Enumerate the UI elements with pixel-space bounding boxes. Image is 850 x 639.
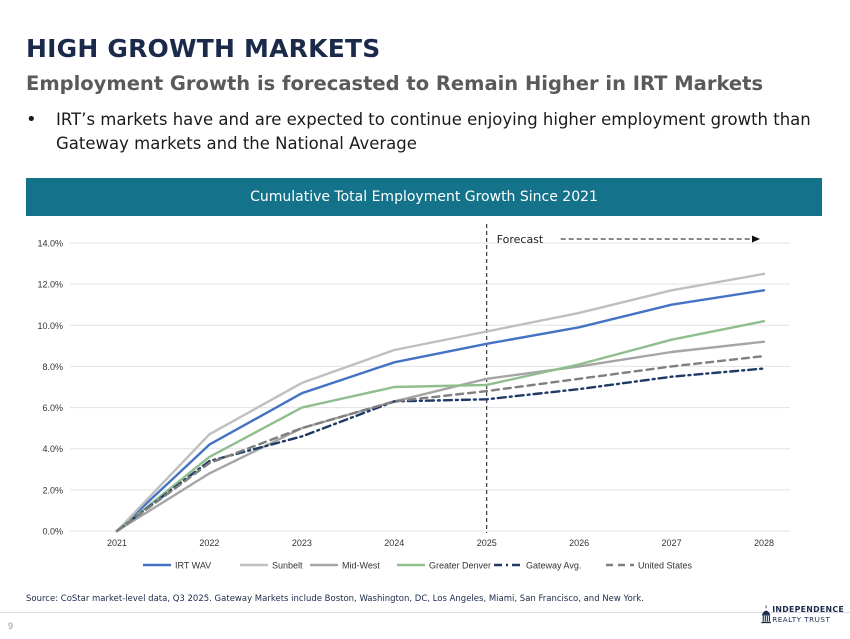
bullet-point: • IRT’s markets have and are expected to…	[26, 108, 816, 156]
y-tick-label: 2.0%	[42, 485, 63, 495]
bullet-text: IRT’s markets have and are expected to c…	[56, 110, 811, 153]
company-logo: INDEPENDENCE REALTY TRUST	[760, 598, 844, 632]
bullet-icon: •	[26, 109, 37, 130]
page-subtitle: Employment Growth is forecasted to Remai…	[26, 72, 764, 95]
forecast-arrowhead-icon	[752, 235, 760, 243]
series-line-united-states	[115, 354, 766, 533]
logo-line-1: INDEPENDENCE	[772, 605, 844, 614]
page-title: HIGH GROWTH MARKETS	[26, 34, 381, 63]
legend-label: IRT WAV	[175, 561, 211, 571]
x-tick-label: 2026	[569, 538, 589, 548]
legend-label: Sunbelt	[272, 561, 303, 571]
legend-label: United States	[638, 561, 693, 571]
y-tick-label: 12.0%	[37, 280, 63, 290]
y-tick-label: 4.0%	[42, 444, 63, 454]
y-tick-label: 10.0%	[37, 321, 63, 331]
x-tick-label: 2024	[384, 538, 404, 548]
x-tick-label: 2028	[754, 538, 774, 548]
footer-divider	[0, 612, 850, 613]
series-line-gateway-avg	[115, 367, 766, 533]
legend-label: Greater Denver	[429, 561, 491, 571]
series-line-greater-denver	[115, 319, 766, 533]
series-line-sunbelt	[115, 272, 766, 533]
y-tick-label: 14.0%	[37, 239, 63, 249]
series-line-irt-wav	[115, 289, 766, 533]
series-line-mid-west	[115, 340, 766, 533]
x-tick-label: 2027	[662, 538, 682, 548]
chart-title-banner: Cumulative Total Employment Growth Since…	[26, 178, 822, 216]
logo-line-2: REALTY TRUST	[772, 615, 831, 624]
x-tick-label: 2023	[292, 538, 312, 548]
line-chart: 0.0% 2.0% 4.0% 6.0% 8.0% 10.0% 12.0% 14.0% 2021 2…	[37, 224, 790, 571]
y-tick-label: 6.0%	[42, 403, 63, 413]
source-note: Source: CoStar market-level data, Q3 202…	[26, 594, 644, 604]
x-tick-label: 2022	[199, 538, 219, 548]
x-tick-label: 2025	[477, 538, 497, 548]
legend-label: Gateway Avg.	[526, 561, 581, 571]
page-number: 9	[8, 621, 14, 631]
x-tick-label: 2021	[107, 538, 127, 548]
capitol-dome-icon	[761, 605, 771, 624]
forecast-label: Forecast	[497, 233, 544, 246]
y-tick-label: 0.0%	[42, 527, 63, 537]
legend-label: Mid-West	[342, 561, 380, 571]
chart-title: Cumulative Total Employment Growth Since…	[250, 189, 598, 205]
y-tick-label: 8.0%	[42, 362, 63, 372]
